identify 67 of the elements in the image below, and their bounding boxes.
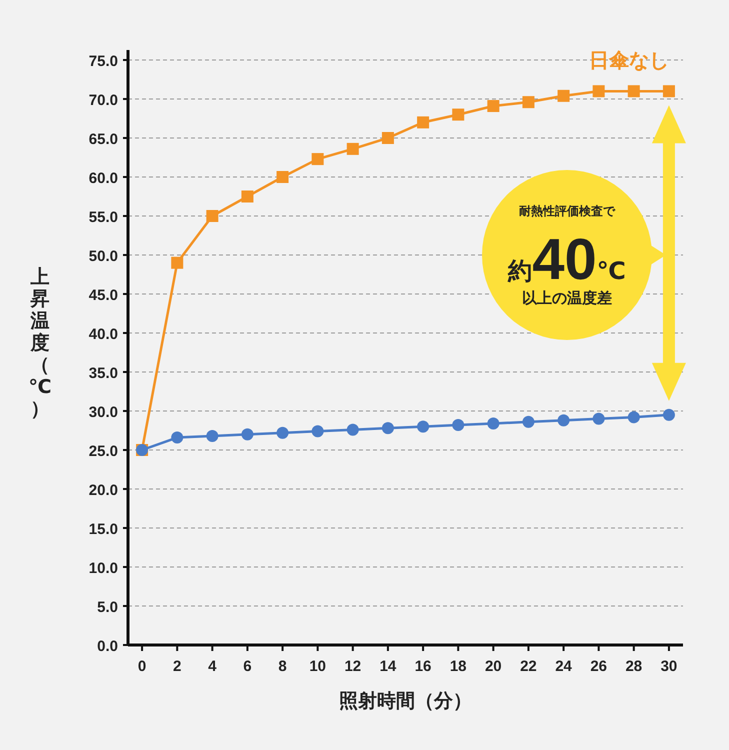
point [417, 420, 430, 433]
point [558, 90, 570, 102]
point [592, 85, 605, 98]
point [346, 142, 359, 155]
x-tick-label: 14 [380, 658, 397, 675]
point [662, 408, 675, 421]
point [382, 422, 394, 434]
point [558, 414, 570, 426]
y-tick-label: 25.0 [88, 443, 118, 460]
x-tick-label: 4 [208, 658, 218, 675]
point [522, 416, 534, 428]
point [312, 153, 324, 166]
x-tick-label: 8 [278, 658, 287, 675]
point [276, 426, 289, 439]
point [487, 417, 500, 430]
x-tick-label: 6 [243, 658, 252, 675]
x-tick-label: 0 [138, 658, 146, 675]
point [628, 411, 640, 424]
point [662, 85, 675, 98]
point [241, 190, 254, 202]
point [487, 100, 500, 112]
x-tick-label: 28 [625, 658, 642, 675]
point [276, 171, 289, 183]
y-tick-label: 40.0 [88, 326, 118, 343]
point [171, 432, 184, 444]
x-tick-label: 20 [484, 658, 502, 675]
y-tick-label: 75.0 [88, 53, 118, 70]
x-tick-label: 10 [309, 658, 326, 675]
annotation: 耐熱性評価検査で [519, 204, 616, 218]
point [628, 85, 640, 98]
x-tick-label: 18 [450, 658, 467, 675]
y-tick-label: 5.0 [97, 599, 118, 616]
y-tick-label: 70.0 [88, 92, 118, 109]
x-tick-label: 2 [173, 658, 182, 675]
annotation: 以上の温度差 [522, 289, 612, 307]
point [241, 428, 254, 440]
x-tick-label: 16 [414, 658, 432, 675]
point [592, 412, 605, 425]
point [382, 132, 394, 144]
y-tick-label: 50.0 [88, 248, 118, 265]
y-tick-label: 15.0 [88, 521, 118, 538]
y-tick-label: 20.0 [88, 482, 118, 499]
y-tick-label: 10.0 [88, 560, 118, 577]
x-tick-label: 12 [344, 658, 362, 675]
point [452, 419, 464, 432]
y-tick-label: 65.0 [88, 131, 118, 148]
series-label: 日傘なし [588, 50, 669, 72]
y-tick-label: 55.0 [88, 209, 118, 226]
x-tick-label: 24 [555, 658, 573, 675]
y-tick-label: 60.0 [88, 170, 118, 187]
y-axis-title: 上昇温度（℃） [28, 266, 52, 420]
y-tick-label: 30.0 [88, 404, 118, 421]
point [312, 425, 324, 438]
point [522, 96, 534, 108]
x-axis-title: 照射時間（分） [339, 690, 472, 712]
point [452, 108, 464, 121]
y-tick-label: 45.0 [88, 287, 118, 304]
point [206, 430, 218, 442]
point [171, 256, 184, 269]
point [206, 210, 218, 222]
point [346, 424, 359, 436]
y-tick-label: 0.0 [97, 638, 118, 655]
y-tick-label: 35.0 [88, 365, 118, 382]
x-tick-label: 30 [660, 658, 678, 675]
point [417, 116, 430, 128]
x-tick-label: 22 [520, 658, 537, 675]
x-tick-label: 26 [590, 658, 608, 675]
